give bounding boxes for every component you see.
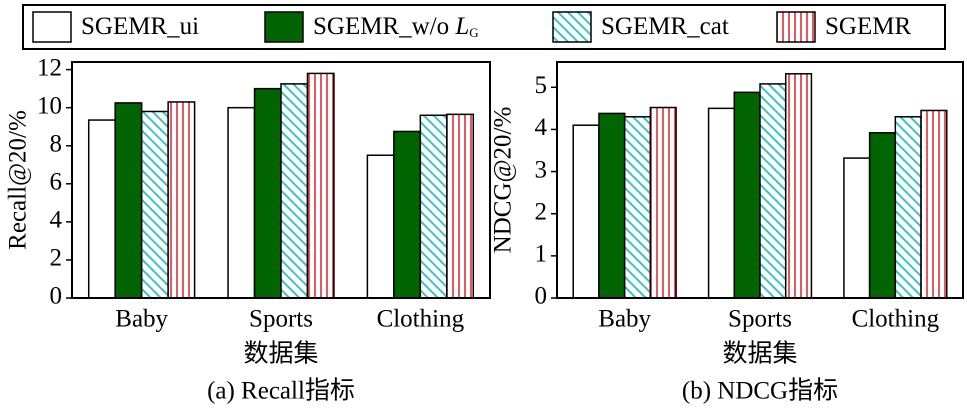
y-tick-label: 5 bbox=[535, 72, 548, 99]
y-tick-label: 2 bbox=[535, 198, 548, 225]
x-tick-label: Sports bbox=[249, 306, 313, 333]
x-axis-title: 数据集 bbox=[722, 340, 797, 368]
bar bbox=[366, 154, 395, 299]
y-tick-label: 4 bbox=[50, 207, 63, 234]
y-axis-title: Recall@20/% bbox=[5, 110, 32, 250]
bar bbox=[868, 132, 897, 299]
y-tick-label: 3 bbox=[535, 156, 548, 183]
legend-box bbox=[22, 4, 946, 50]
bar bbox=[649, 106, 677, 299]
y-tick-label: 10 bbox=[37, 92, 62, 119]
bar bbox=[920, 109, 948, 299]
legend-swatch bbox=[32, 11, 72, 43]
legend-name: SGEMR_cat bbox=[601, 13, 729, 40]
bar bbox=[733, 91, 761, 299]
legend-name: SGEMR bbox=[825, 13, 911, 40]
axes-frame bbox=[556, 61, 964, 299]
bar bbox=[623, 116, 652, 299]
legend-label: SGEMR_ui bbox=[81, 13, 199, 40]
legend-swatch bbox=[264, 11, 304, 43]
x-tick-label: Baby bbox=[598, 306, 651, 333]
axes-frame bbox=[71, 61, 491, 299]
bar bbox=[759, 83, 787, 299]
bar bbox=[784, 73, 813, 299]
legend-label: SGEMR bbox=[825, 13, 911, 40]
x-tick-label: Sports bbox=[728, 306, 792, 333]
y-tick-label: 12 bbox=[37, 54, 62, 81]
legend-subscript: G bbox=[469, 25, 478, 40]
x-tick-label: Clothing bbox=[377, 306, 465, 333]
bar bbox=[114, 102, 143, 299]
bar bbox=[280, 83, 309, 299]
y-tick-label: 0 bbox=[535, 283, 548, 310]
bar bbox=[167, 101, 196, 299]
bar bbox=[572, 124, 600, 299]
bar bbox=[446, 113, 475, 299]
legend-symbol: L bbox=[454, 13, 469, 40]
legend-label: SGEMR_cat bbox=[601, 13, 729, 40]
caption: (b) NDCG指标 bbox=[682, 377, 838, 405]
legend-name: SGEMR_ui bbox=[81, 13, 199, 40]
y-tick-label: 0 bbox=[50, 283, 63, 310]
bar bbox=[306, 72, 335, 299]
legend-name: SGEMR_w/o bbox=[313, 13, 455, 40]
bar bbox=[227, 106, 256, 299]
bar bbox=[598, 112, 626, 299]
caption: (a) Recall指标 bbox=[207, 377, 355, 405]
y-tick-label: 6 bbox=[50, 169, 63, 196]
bar bbox=[393, 130, 422, 299]
y-tick-label: 1 bbox=[535, 241, 548, 268]
legend-swatch bbox=[552, 11, 592, 43]
y-tick-label: 4 bbox=[535, 114, 548, 141]
y-axis-title: NDCG@20/% bbox=[490, 107, 517, 254]
bar bbox=[419, 114, 448, 299]
x-tick-label: Baby bbox=[115, 306, 168, 333]
y-tick-label: 8 bbox=[50, 130, 63, 157]
y-tick-label: 2 bbox=[50, 245, 63, 272]
legend-label: SGEMR_w/o LG bbox=[313, 13, 479, 40]
legend-swatch bbox=[776, 11, 816, 43]
x-axis-title: 数据集 bbox=[243, 340, 318, 368]
bar bbox=[707, 107, 736, 299]
bar bbox=[140, 110, 169, 299]
bar bbox=[843, 157, 871, 299]
bar bbox=[253, 87, 282, 299]
x-tick-label: Clothing bbox=[852, 306, 940, 333]
bar bbox=[894, 116, 922, 299]
bar bbox=[87, 119, 116, 299]
